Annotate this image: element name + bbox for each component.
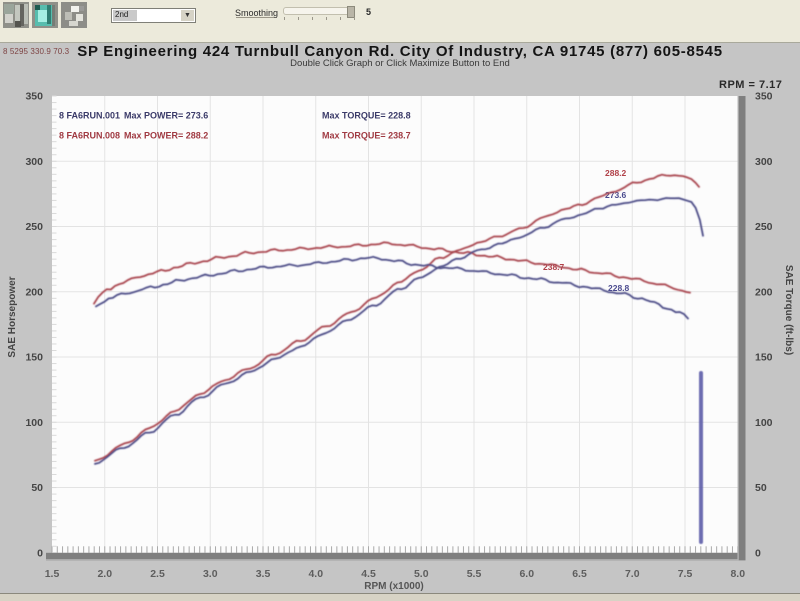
svg-text:300: 300 (755, 156, 773, 168)
svg-text:0: 0 (37, 547, 43, 559)
svg-text:8.0: 8.0 (730, 568, 745, 580)
svg-text:238.7: 238.7 (543, 262, 565, 272)
svg-text:6.0: 6.0 (519, 568, 534, 580)
svg-text:8 FA6RUN.001: 8 FA6RUN.001 (59, 111, 120, 121)
svg-text:8 FA6RUN.008: 8 FA6RUN.008 (59, 131, 120, 141)
svg-text:Max POWER= 273.6: Max POWER= 273.6 (124, 111, 208, 121)
svg-text:100: 100 (755, 417, 773, 429)
svg-text:150: 150 (755, 352, 773, 364)
svg-text:SAE Torque (ft-lbs): SAE Torque (ft-lbs) (783, 265, 794, 355)
svg-text:228.8: 228.8 (608, 283, 630, 293)
svg-text:3.0: 3.0 (203, 568, 218, 580)
svg-text:Max POWER= 288.2: Max POWER= 288.2 (124, 131, 208, 141)
svg-text:Max TORQUE= 228.8: Max TORQUE= 228.8 (322, 111, 411, 121)
svg-text:6.5: 6.5 (572, 568, 587, 580)
svg-text:1.5: 1.5 (45, 568, 60, 580)
svg-text:RPM (x1000): RPM (x1000) (364, 581, 423, 592)
svg-text:5.5: 5.5 (467, 568, 482, 580)
svg-text:50: 50 (755, 482, 767, 494)
svg-text:288.2: 288.2 (605, 168, 627, 178)
svg-text:250: 250 (25, 221, 43, 233)
svg-text:7.0: 7.0 (625, 568, 640, 580)
svg-text:350: 350 (755, 91, 773, 103)
svg-text:200: 200 (755, 286, 773, 298)
svg-text:7.5: 7.5 (678, 568, 693, 580)
svg-text:Max TORQUE= 238.7: Max TORQUE= 238.7 (322, 131, 411, 141)
svg-text:SAE Horsepower: SAE Horsepower (7, 276, 18, 357)
svg-text:2.0: 2.0 (97, 568, 112, 580)
svg-text:250: 250 (755, 221, 773, 233)
svg-text:300: 300 (25, 156, 43, 168)
svg-text:273.6: 273.6 (605, 190, 627, 200)
svg-text:50: 50 (31, 482, 43, 494)
svg-text:350: 350 (25, 91, 43, 103)
svg-text:4.0: 4.0 (308, 568, 323, 580)
svg-text:2.5: 2.5 (150, 568, 165, 580)
svg-text:150: 150 (25, 352, 43, 364)
svg-text:4.5: 4.5 (361, 568, 376, 580)
svg-text:3.5: 3.5 (256, 568, 271, 580)
svg-text:0: 0 (755, 547, 761, 559)
svg-text:5.0: 5.0 (414, 568, 429, 580)
svg-text:200: 200 (25, 286, 43, 298)
svg-text:100: 100 (25, 417, 43, 429)
